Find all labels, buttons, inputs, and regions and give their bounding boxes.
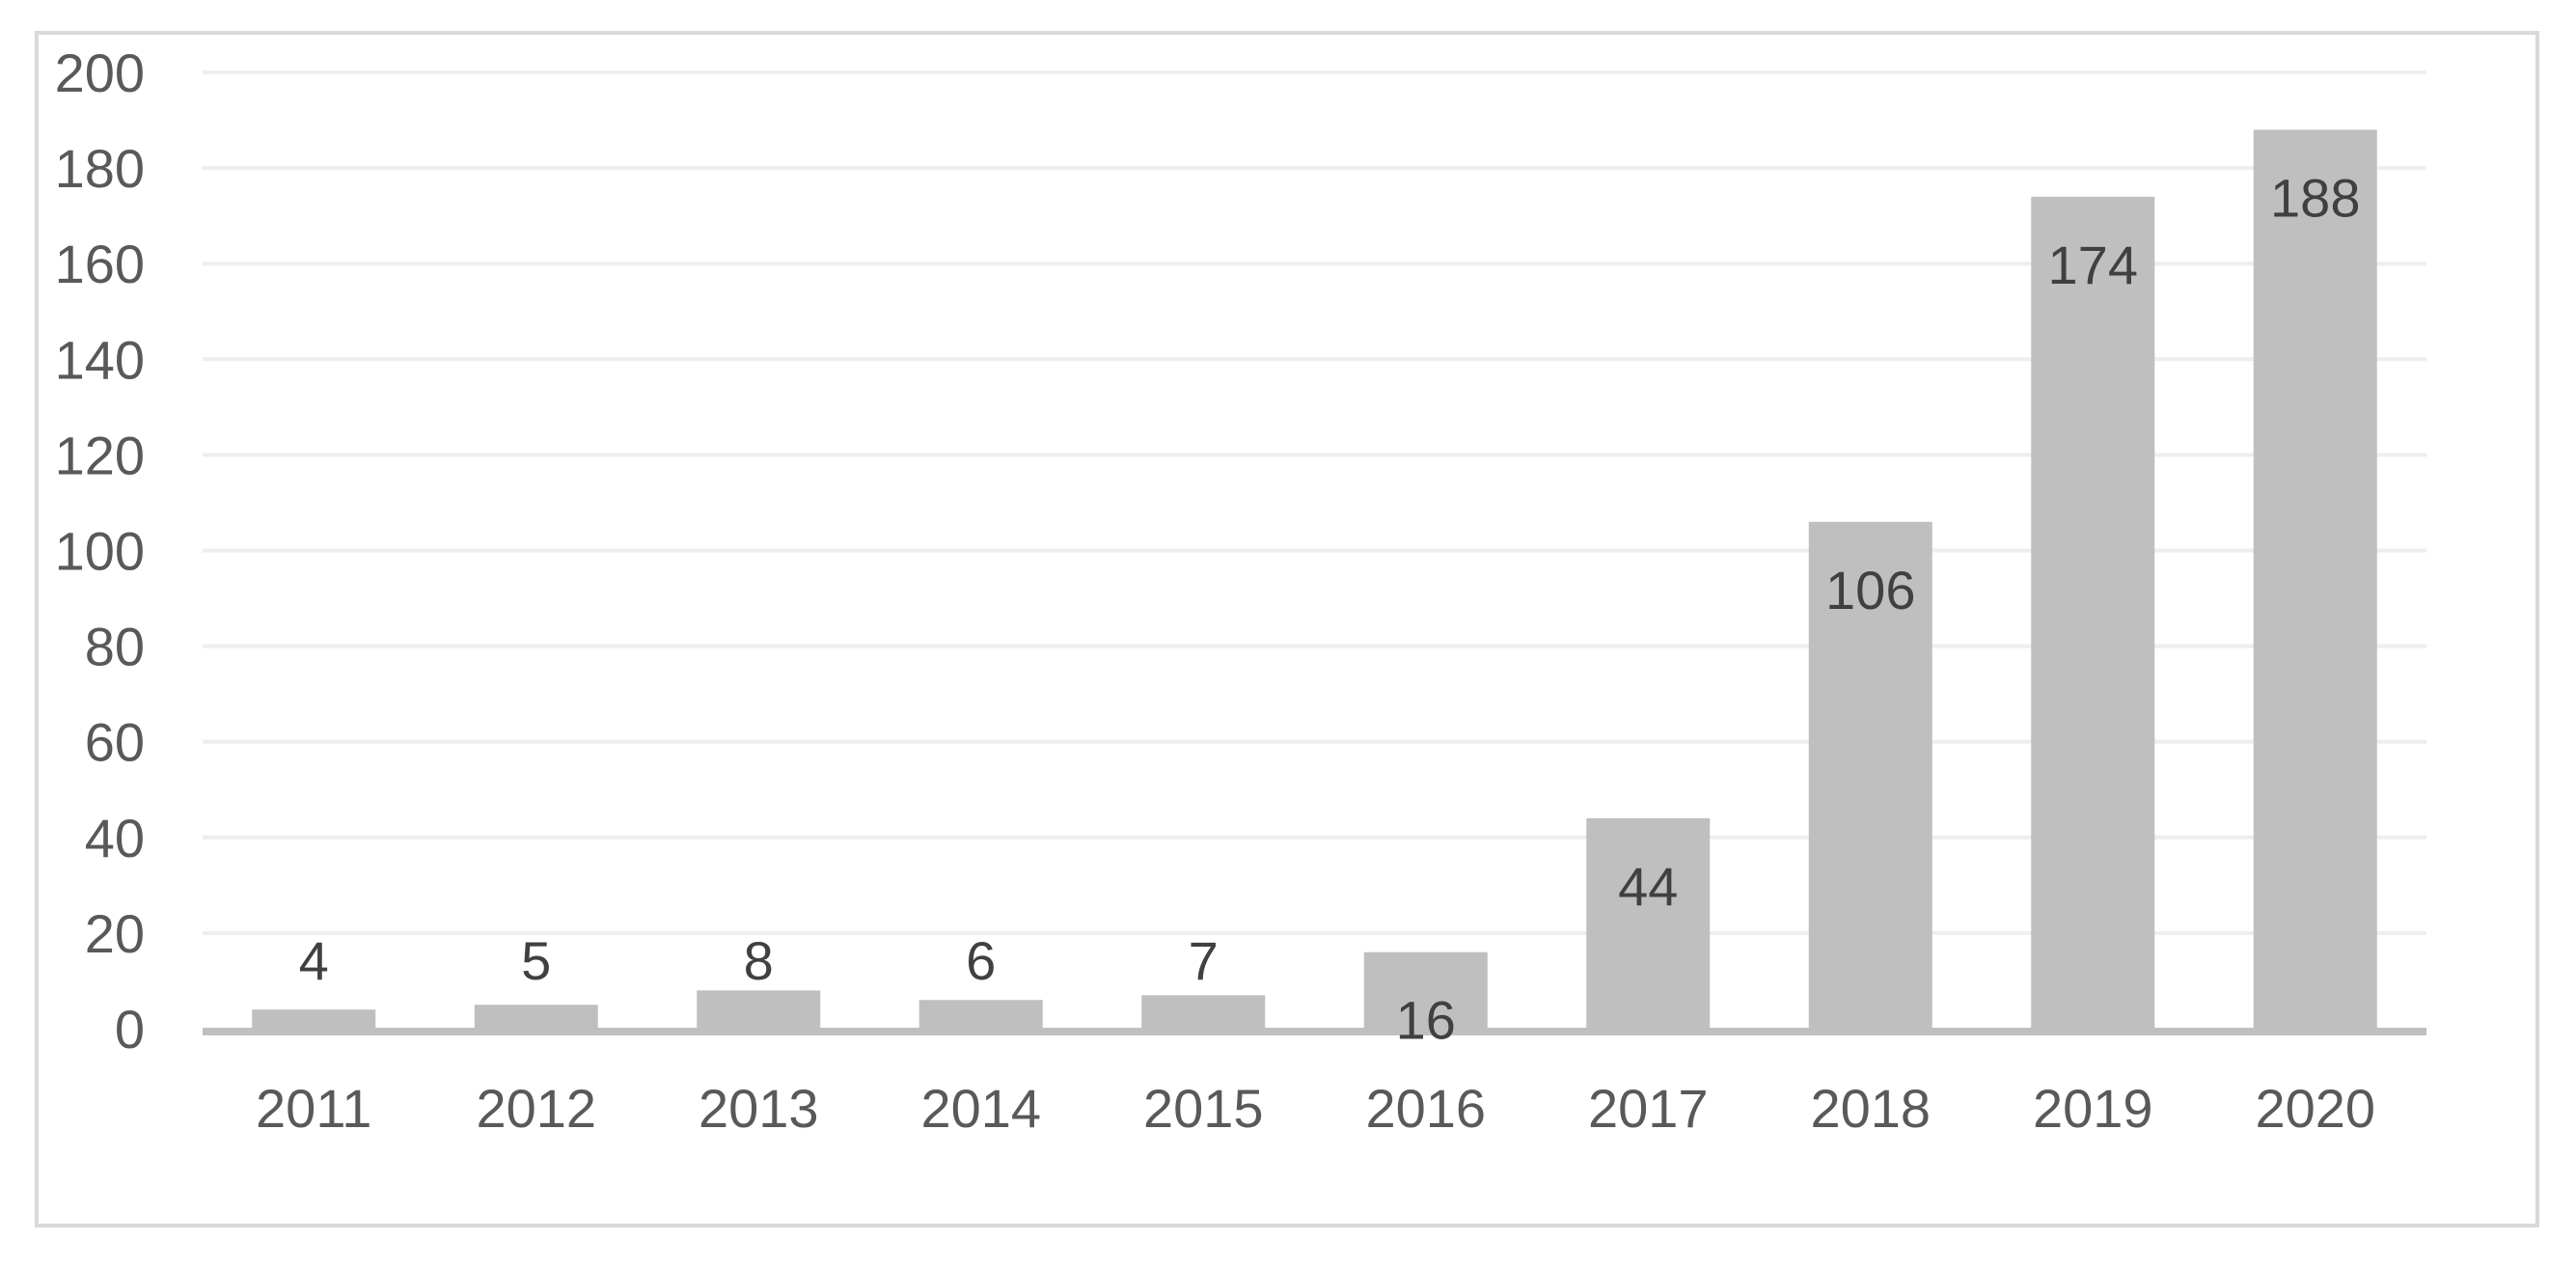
- y-tick-label: 60: [85, 712, 145, 773]
- bars: [252, 129, 2377, 1029]
- bar-2017: [1586, 817, 1711, 1029]
- y-tick-label: 120: [55, 425, 145, 485]
- bar-2015: [1141, 995, 1266, 1029]
- x-tick-label: 2019: [2033, 1078, 2153, 1139]
- data-label: 174: [2048, 234, 2138, 295]
- x-axis-ticks: 2011 2012 2013 2014 2015 2016 2017 2018 2019 2020: [256, 1078, 2375, 1139]
- y-tick-label: 40: [85, 808, 145, 868]
- data-label: 7: [1189, 930, 1219, 991]
- bar-2011: [252, 1009, 376, 1029]
- y-tick-label: 100: [55, 521, 145, 582]
- x-tick-label: 2017: [1588, 1078, 1709, 1139]
- y-tick-label: 20: [85, 903, 145, 964]
- x-tick-label: 2015: [1143, 1078, 1264, 1139]
- bar-2012: [474, 1005, 598, 1029]
- y-axis-ticks: 0 20 40 60 80 100 120 140 160 180 200: [55, 42, 145, 1060]
- bar-2018: [1808, 521, 1932, 1029]
- bar-2016: [1363, 951, 1488, 1029]
- y-tick-label: 180: [55, 138, 145, 199]
- y-tick-label: 160: [55, 234, 145, 294]
- data-label: 106: [1825, 560, 1915, 620]
- x-tick-label: 2016: [1365, 1078, 1486, 1139]
- y-tick-label: 80: [85, 617, 145, 677]
- data-label: 4: [299, 930, 329, 991]
- x-tick-label: 2011: [256, 1078, 371, 1139]
- x-tick-label: 2012: [476, 1078, 596, 1139]
- y-tick-label: 0: [115, 999, 145, 1060]
- data-label: 5: [521, 930, 551, 991]
- x-tick-label: 2020: [2255, 1078, 2375, 1139]
- bar-2019: [2031, 196, 2155, 1029]
- y-tick-label: 140: [55, 329, 145, 390]
- bar-2013: [697, 990, 821, 1029]
- bar-2020: [2253, 129, 2377, 1029]
- x-tick-label: 2018: [1810, 1078, 1931, 1139]
- data-label: 16: [1396, 990, 1456, 1051]
- data-label: 44: [1618, 856, 1678, 917]
- x-tick-label: 2013: [699, 1078, 819, 1139]
- x-tick-label: 2014: [920, 1078, 1041, 1139]
- y-tick-label: 200: [55, 42, 145, 103]
- data-label: 8: [744, 930, 774, 991]
- data-labels: 4 5 8 6 7 16 44 106 174 188: [299, 167, 2361, 1050]
- data-label: 6: [966, 930, 996, 991]
- bar-2014: [918, 1000, 1043, 1029]
- data-label: 188: [2270, 167, 2360, 228]
